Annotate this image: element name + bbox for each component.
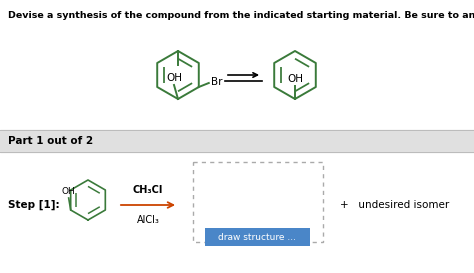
Text: AlCl₃: AlCl₃ [137, 215, 159, 225]
Text: +   undesired isomer: + undesired isomer [340, 200, 449, 210]
Text: CH₃Cl: CH₃Cl [133, 185, 163, 195]
Bar [193, 162, 323, 242]
Bar [0, 130, 474, 152]
Text: OH: OH [62, 187, 75, 196]
Text: Br: Br [211, 77, 222, 87]
Text: OH: OH [166, 73, 182, 83]
Text: Part 1 out of 2: Part 1 out of 2 [8, 136, 93, 146]
Text: draw structure ...: draw structure ... [219, 233, 297, 242]
Text: OH: OH [287, 74, 303, 84]
Text: Step [1]:: Step [1]: [8, 200, 60, 210]
Bar [205, 228, 310, 246]
Text: Devise a synthesis of the compound from the indicated starting material. Be sure: Devise a synthesis of the compound from … [8, 11, 474, 20]
